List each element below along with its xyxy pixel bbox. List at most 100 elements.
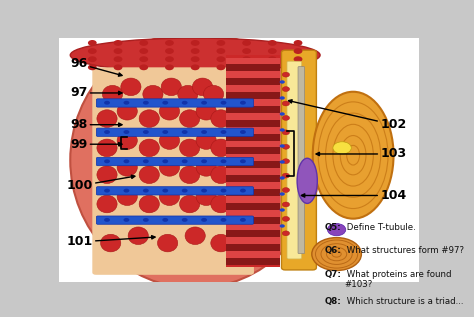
Circle shape (240, 189, 246, 192)
Ellipse shape (121, 78, 141, 96)
Ellipse shape (180, 166, 200, 184)
Circle shape (124, 101, 129, 105)
Circle shape (88, 48, 97, 54)
Ellipse shape (196, 188, 216, 205)
Circle shape (282, 72, 290, 77)
Ellipse shape (117, 102, 137, 120)
Circle shape (282, 87, 290, 92)
Circle shape (240, 159, 246, 163)
Circle shape (191, 40, 200, 46)
Circle shape (220, 101, 227, 105)
Circle shape (201, 189, 207, 192)
Circle shape (280, 224, 285, 228)
Circle shape (242, 48, 251, 54)
Circle shape (268, 56, 277, 62)
Ellipse shape (211, 166, 231, 184)
Circle shape (333, 142, 351, 154)
Circle shape (282, 144, 290, 149)
Circle shape (280, 192, 285, 196)
Circle shape (162, 159, 168, 163)
Bar (227, 106, 280, 113)
Ellipse shape (97, 139, 117, 157)
Circle shape (282, 202, 290, 207)
Circle shape (280, 144, 285, 148)
Ellipse shape (159, 132, 180, 149)
Circle shape (220, 218, 227, 222)
Ellipse shape (157, 234, 178, 252)
Bar (227, 147, 280, 154)
Circle shape (282, 217, 290, 221)
Ellipse shape (117, 132, 137, 149)
Ellipse shape (143, 85, 163, 103)
Ellipse shape (196, 158, 216, 176)
Circle shape (217, 40, 225, 46)
Circle shape (201, 159, 207, 163)
Ellipse shape (211, 234, 231, 252)
Ellipse shape (196, 132, 216, 149)
Text: 96: 96 (70, 57, 122, 76)
Circle shape (143, 218, 149, 222)
Ellipse shape (178, 85, 198, 103)
Circle shape (280, 176, 285, 180)
Ellipse shape (313, 92, 393, 219)
Bar (227, 217, 280, 223)
Circle shape (282, 130, 290, 135)
Circle shape (143, 101, 149, 105)
Circle shape (282, 173, 290, 178)
Circle shape (242, 40, 251, 46)
FancyBboxPatch shape (282, 50, 316, 270)
Circle shape (293, 48, 302, 54)
Ellipse shape (97, 195, 117, 213)
Circle shape (162, 130, 168, 134)
Ellipse shape (312, 237, 361, 270)
Ellipse shape (102, 85, 123, 103)
Bar (227, 92, 280, 99)
Bar (227, 154, 280, 161)
Bar (227, 196, 280, 203)
Ellipse shape (192, 78, 213, 96)
Circle shape (165, 56, 174, 62)
Ellipse shape (97, 166, 117, 184)
Circle shape (293, 64, 302, 70)
Bar (227, 127, 280, 134)
Circle shape (282, 188, 290, 192)
Circle shape (217, 56, 225, 62)
Text: 99: 99 (70, 138, 122, 151)
Circle shape (104, 101, 110, 105)
Ellipse shape (180, 195, 200, 213)
FancyBboxPatch shape (96, 158, 254, 166)
Ellipse shape (211, 110, 231, 127)
Ellipse shape (159, 158, 180, 176)
Circle shape (242, 64, 251, 70)
Bar (227, 223, 280, 230)
Bar (227, 161, 280, 168)
FancyBboxPatch shape (298, 67, 305, 254)
Text: 100: 100 (66, 175, 135, 192)
Circle shape (328, 223, 346, 236)
Circle shape (201, 101, 207, 105)
Circle shape (220, 189, 227, 192)
Circle shape (191, 56, 200, 62)
Circle shape (242, 56, 251, 62)
Circle shape (240, 218, 246, 222)
Circle shape (220, 130, 227, 134)
Circle shape (268, 40, 277, 46)
Circle shape (201, 130, 207, 134)
Text: 103: 103 (316, 147, 406, 160)
Circle shape (191, 64, 200, 70)
Bar (227, 230, 280, 237)
Circle shape (143, 189, 149, 192)
Circle shape (220, 159, 227, 163)
Circle shape (182, 218, 188, 222)
Bar (227, 175, 280, 182)
Circle shape (182, 101, 188, 105)
Bar (227, 55, 280, 268)
Circle shape (139, 40, 148, 46)
Bar (227, 244, 280, 251)
Text: 104: 104 (301, 189, 406, 202)
Bar (227, 258, 280, 265)
Circle shape (280, 160, 285, 164)
Circle shape (143, 159, 149, 163)
Ellipse shape (203, 85, 224, 103)
Ellipse shape (211, 195, 231, 213)
